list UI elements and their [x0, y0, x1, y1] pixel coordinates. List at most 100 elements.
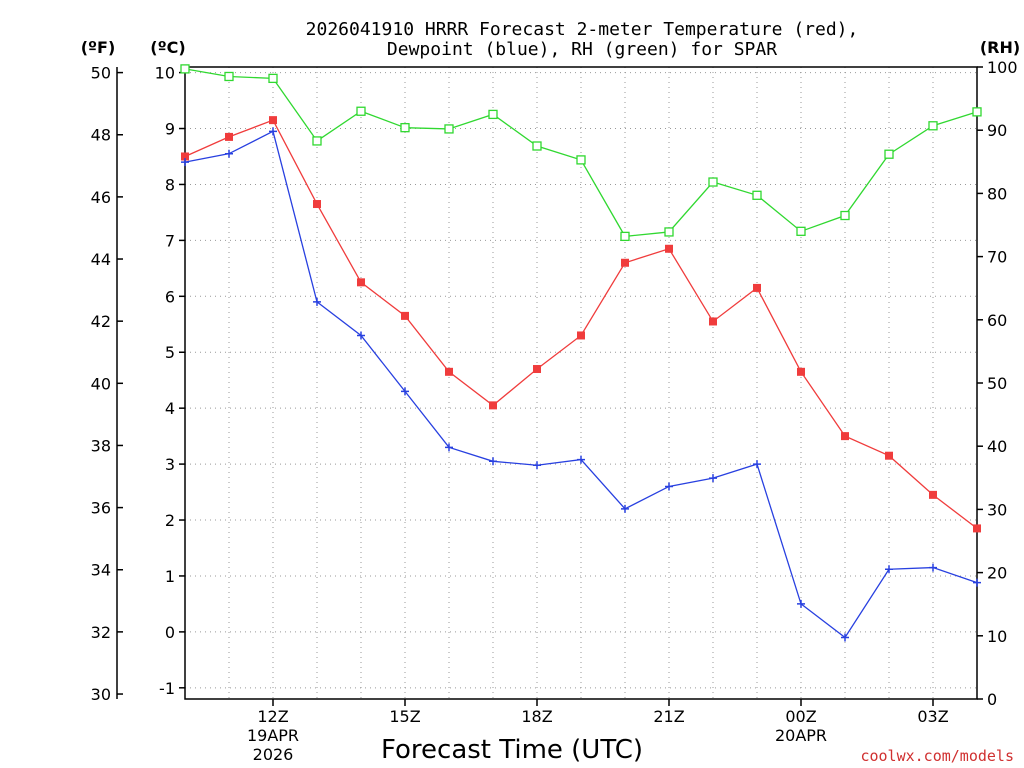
dewpoint-point: [225, 149, 233, 158]
rh-tick-label: 50: [987, 374, 1007, 393]
chart-title-line2: Dewpoint (blue), RH (green) for SPAR: [387, 39, 777, 60]
x-tick-label: 00Z: [785, 707, 816, 726]
fahrenheit-tick-label: 50: [91, 64, 111, 83]
dewpoint-point: [313, 297, 321, 306]
fahrenheit-tick-label: 42: [91, 312, 111, 331]
source-credit: coolwx.com/models: [860, 747, 1014, 765]
dewpoint-point: [929, 563, 937, 572]
axes: 3032343638404244464850-10123456789100102…: [91, 58, 1018, 764]
rh-tick-label: 80: [987, 184, 1007, 203]
x-axis-title: Forecast Time (UTC): [381, 735, 643, 765]
fahrenheit-unit-label: (ºF): [81, 38, 116, 57]
x-tick-label: 21Z: [653, 707, 684, 726]
fahrenheit-tick-label: 48: [91, 126, 111, 145]
2-meter-temperature-point: [577, 331, 585, 340]
dewpoint-point: [533, 461, 541, 470]
data-series: [180, 64, 982, 642]
gridlines: [185, 67, 977, 699]
x-tick-label: 12Z: [257, 707, 288, 726]
dewpoint-point: [621, 504, 629, 513]
rh-tick-label: 0: [987, 690, 997, 709]
fahrenheit-tick-label: 32: [91, 623, 111, 642]
celsius-tick-label: 7: [165, 231, 175, 250]
dewpoint-point: [489, 457, 497, 466]
celsius-tick-label: 1: [165, 567, 175, 586]
dewpoint-point: [357, 331, 365, 340]
relative-humidity-point: [708, 177, 718, 187]
celsius-tick-label: 9: [165, 120, 175, 139]
relative-humidity-point: [312, 136, 322, 146]
2-meter-temperature-point: [401, 311, 409, 320]
2-meter-temperature-point: [753, 283, 761, 292]
relative-humidity-point: [840, 210, 850, 221]
rh-unit-label: (RH): [980, 38, 1020, 57]
dewpoint-point: [973, 578, 981, 587]
dewpoint-point: [797, 599, 805, 608]
fahrenheit-tick-label: 40: [91, 374, 111, 393]
x-tick-label: 03Z: [917, 707, 948, 726]
relative-humidity-point: [356, 106, 366, 116]
relative-humidity-point: [576, 155, 586, 165]
rh-tick-label: 90: [987, 121, 1007, 140]
2-meter-temperature-point: [357, 278, 365, 287]
relative-humidity-point: [400, 123, 410, 133]
relative-humidity-point: [928, 121, 938, 131]
celsius-tick-label: 0: [165, 623, 175, 642]
relative-humidity-point: [972, 107, 982, 117]
2-meter-temperature-point: [885, 451, 893, 460]
2-meter-temperature-point: [709, 317, 717, 326]
relative-humidity-point: [620, 231, 630, 242]
dewpoint-point: [665, 482, 673, 491]
2-meter-temperature-point: [445, 367, 453, 376]
x-tick-date: 19APR: [247, 726, 299, 745]
2-meter-temperature-point: [797, 367, 805, 376]
relative-humidity-point: [444, 124, 454, 134]
rh-tick-label: 20: [987, 564, 1007, 583]
fahrenheit-tick-label: 46: [91, 188, 111, 207]
dewpoint-point: [709, 474, 717, 483]
celsius-tick-label: 8: [165, 175, 175, 194]
celsius-tick-label: 4: [165, 399, 175, 418]
celsius-tick-label: 3: [165, 455, 175, 474]
rh-tick-label: 70: [987, 248, 1007, 267]
2-meter-temperature-point: [225, 132, 233, 141]
dewpoint-point: [269, 127, 277, 136]
rh-tick-label: 40: [987, 437, 1007, 456]
2-meter-temperature-point: [269, 116, 277, 125]
2-meter-temperature-point: [489, 401, 497, 410]
2-meter-temperature-point: [313, 200, 321, 209]
rh-tick-label: 10: [987, 627, 1007, 646]
relative-humidity-point: [884, 149, 894, 159]
2-meter-temperature-point: [973, 524, 981, 533]
dewpoint-point: [753, 460, 761, 469]
dewpoint-point: [401, 387, 409, 396]
celsius-unit-label: (ºC): [150, 38, 185, 57]
dewpoint-point: [841, 633, 849, 642]
celsius-tick-label: 6: [165, 287, 175, 306]
celsius-tick-label: 2: [165, 511, 175, 530]
2-meter-temperature-point: [181, 152, 189, 161]
2-meter-temperature-point: [665, 244, 673, 253]
2-meter-temperature-point: [533, 365, 541, 374]
relative-humidity-point: [224, 71, 234, 82]
relative-humidity-point: [180, 64, 190, 74]
fahrenheit-tick-label: 34: [91, 561, 111, 580]
relative-humidity-point: [532, 141, 542, 151]
fahrenheit-tick-label: 44: [91, 250, 111, 269]
x-tick-year: 2026: [253, 745, 294, 764]
2-meter-temperature-point: [621, 258, 629, 267]
relative-humidity-point: [664, 227, 674, 237]
dewpoint-point: [445, 443, 453, 452]
relative-humidity-point: [796, 226, 806, 236]
relative-humidity-point: [268, 73, 278, 84]
x-tick-label: 15Z: [389, 707, 420, 726]
2-meter-temperature-point: [841, 432, 849, 441]
chart-title-line1: 2026041910 HRRR Forecast 2-meter Tempera…: [306, 19, 859, 40]
rh-tick-label: 60: [987, 311, 1007, 330]
dewpoint-point: [181, 158, 189, 167]
relative-humidity-point: [752, 190, 762, 200]
celsius-tick-label: 10: [155, 64, 175, 83]
fahrenheit-tick-label: 30: [91, 685, 111, 704]
fahrenheit-tick-label: 36: [91, 499, 111, 518]
